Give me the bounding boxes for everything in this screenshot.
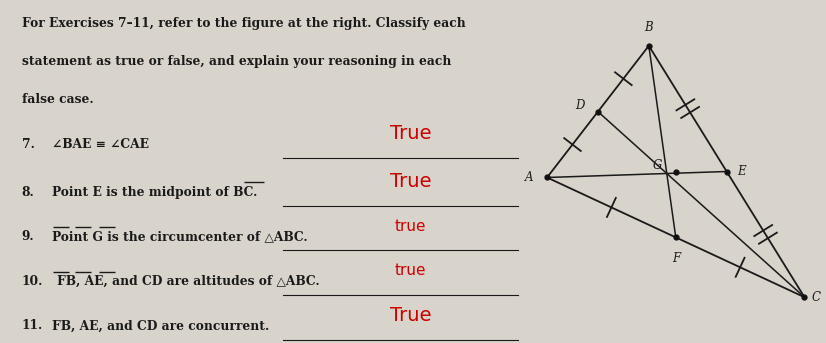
- Text: Point G is the circumcenter of △ABC.: Point G is the circumcenter of △ABC.: [52, 230, 308, 243]
- Text: 8.: 8.: [21, 186, 35, 199]
- Text: 10.: 10.: [21, 275, 43, 288]
- Text: A: A: [525, 171, 534, 184]
- Text: true: true: [395, 263, 426, 279]
- Text: G: G: [653, 159, 662, 172]
- Text: FB, AE, and CD are concurrent.: FB, AE, and CD are concurrent.: [52, 319, 269, 332]
- Text: B: B: [644, 21, 653, 34]
- Text: 11.: 11.: [21, 319, 43, 332]
- Text: false case.: false case.: [21, 93, 93, 106]
- Text: True: True: [390, 172, 432, 191]
- Text: true: true: [395, 219, 426, 234]
- Text: statement as true or false, and explain your reasoning in each: statement as true or false, and explain …: [21, 55, 451, 68]
- Text: D: D: [575, 99, 585, 112]
- Text: 7.: 7.: [21, 138, 35, 151]
- Text: C: C: [812, 291, 821, 304]
- Text: Point E is the midpoint of BC.: Point E is the midpoint of BC.: [52, 186, 258, 199]
- Text: FB, AE, and CD are altitudes of △ABC.: FB, AE, and CD are altitudes of △ABC.: [58, 275, 320, 288]
- Text: For Exercises 7–11, refer to the figure at the right. Classify each: For Exercises 7–11, refer to the figure …: [21, 17, 465, 30]
- Text: 9.: 9.: [21, 230, 34, 243]
- Text: E: E: [738, 165, 746, 178]
- Text: ∠BAE ≡ ∠CAE: ∠BAE ≡ ∠CAE: [52, 138, 150, 151]
- Text: True: True: [390, 124, 432, 143]
- Text: True: True: [390, 306, 432, 325]
- Text: F: F: [672, 252, 680, 265]
